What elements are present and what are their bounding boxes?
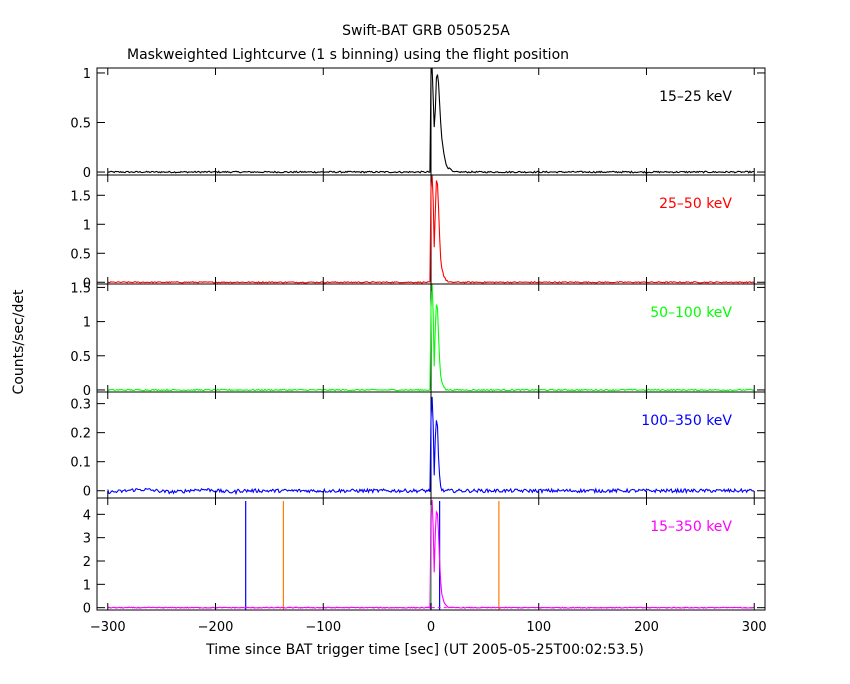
y-tick-label: 0.1 <box>70 456 91 471</box>
band-label: 50–100 keV <box>650 305 732 321</box>
band-label: 100–350 keV <box>641 413 732 429</box>
chart-subtitle: Maskweighted Lightcurve (1 s binning) us… <box>127 47 569 63</box>
y-tick-label: 1 <box>83 67 91 82</box>
y-tick-label: 1 <box>83 578 91 593</box>
x-tick-label: −300 <box>90 620 126 635</box>
y-tick-label: 1 <box>83 218 91 233</box>
panel-2: 0 0.5 1 1.5 25–50 keV <box>70 174 766 291</box>
band-label: 25–50 keV <box>659 196 732 212</box>
x-tick-label: 200 <box>634 620 659 635</box>
panel-4: 0 0.1 0.2 0.3 100–350 keV <box>70 391 766 500</box>
y-tick-label: 0 <box>83 384 91 399</box>
x-tick-label: −100 <box>305 620 341 635</box>
y-tick-label: 1.5 <box>70 189 91 204</box>
y-tick-label: 0.2 <box>70 427 91 442</box>
y-tick-label: 4 <box>83 508 91 523</box>
x-axis-label: Time since BAT trigger time [sec] (UT 20… <box>205 642 644 658</box>
y-tick-label: 0.5 <box>70 247 91 262</box>
y-tick-label: 0.3 <box>70 398 91 413</box>
band-label: 15–350 keV <box>650 519 732 535</box>
y-tick-label: 0 <box>83 485 91 500</box>
y-tick-label: 0 <box>83 166 91 181</box>
y-tick-label: 1 <box>83 316 91 331</box>
panel-1: 0 0.5 1 15–25 keV <box>70 67 766 181</box>
y-tick-label: 3 <box>83 532 91 547</box>
x-tick-label: 0 <box>427 620 435 635</box>
panel-5: 0 1 2 3 4 15–350 keV <box>83 497 766 617</box>
panels-group: 0 0.5 1 15–25 keV 0 0.5 1 1.5 25–50 keV 0 0.5 1 1.5 5… <box>70 67 766 635</box>
y-tick-label: 1.5 <box>70 281 91 296</box>
y-tick-label: 0 <box>83 276 91 291</box>
x-tick-label: −200 <box>198 620 234 635</box>
x-tick-label: 100 <box>526 620 551 635</box>
band-label: 15–25 keV <box>659 89 732 105</box>
y-tick-label: 0.5 <box>70 116 91 131</box>
y-tick-label: 0.5 <box>70 350 91 365</box>
y-tick-label: 0 <box>83 602 91 617</box>
chart-title: Swift-BAT GRB 050525A <box>342 23 510 39</box>
y-axis-label: Counts/sec/det <box>11 289 27 394</box>
y-tick-label: 2 <box>83 555 91 570</box>
panel-3: 0 0.5 1 1.5 50–100 keV <box>70 281 766 399</box>
x-tick-label: 300 <box>742 620 767 635</box>
